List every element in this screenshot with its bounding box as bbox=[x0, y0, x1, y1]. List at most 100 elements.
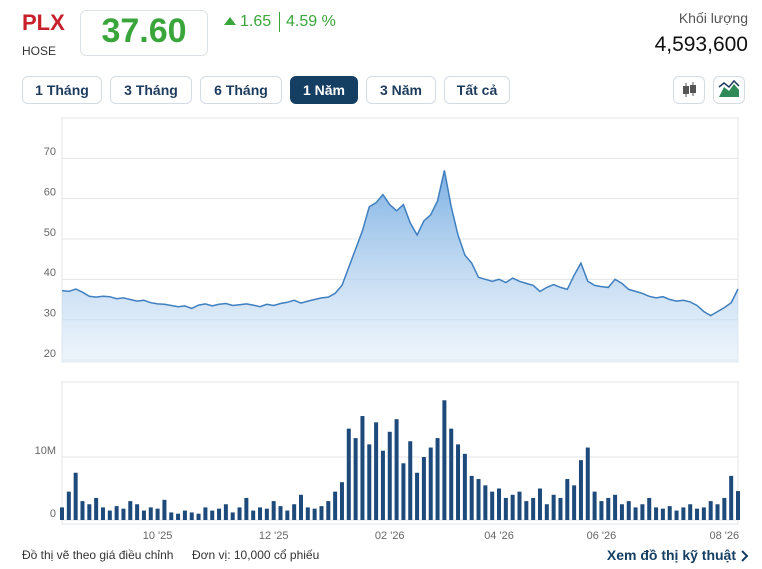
volume-bar bbox=[592, 491, 597, 520]
up-arrow bbox=[224, 17, 236, 25]
volume-bar bbox=[360, 416, 365, 520]
volume-bar bbox=[326, 501, 331, 520]
volume-bar bbox=[510, 494, 515, 520]
volume-bar bbox=[312, 508, 317, 520]
y-tick-label: 70 bbox=[44, 146, 56, 158]
volume-bar bbox=[442, 400, 447, 520]
volume-bar bbox=[428, 447, 433, 520]
volume-label: Khối lượng bbox=[678, 10, 748, 26]
volume-bar bbox=[613, 494, 618, 520]
volume-bar bbox=[319, 506, 324, 520]
range-tab[interactable]: 3 Năm bbox=[366, 76, 436, 104]
volume-bar bbox=[462, 453, 467, 520]
volume-bar bbox=[565, 479, 570, 520]
volume-bar bbox=[230, 512, 235, 520]
footer-unit: Đơn vị: 10,000 cổ phiếu bbox=[192, 548, 320, 562]
volume-bar bbox=[100, 507, 105, 520]
volume-bar bbox=[551, 494, 556, 520]
volume-bar bbox=[558, 497, 563, 520]
volume-bar bbox=[135, 504, 140, 520]
volume-bar bbox=[285, 510, 290, 520]
volume-bar bbox=[476, 479, 481, 520]
volume-bar bbox=[305, 507, 310, 520]
volume-bar bbox=[237, 507, 242, 520]
range-tab[interactable]: 3 Tháng bbox=[110, 76, 192, 104]
volume-bar bbox=[572, 485, 577, 520]
y-tick-label: 50 bbox=[44, 227, 56, 239]
volume-bar bbox=[490, 491, 495, 520]
y-tick-label: 60 bbox=[44, 187, 56, 199]
volume-bar bbox=[264, 508, 269, 520]
y-tick-label: 20 bbox=[44, 348, 56, 360]
volume-bar bbox=[619, 504, 624, 520]
volume-bar bbox=[537, 488, 542, 520]
volume-bar bbox=[469, 475, 474, 520]
volume-bar bbox=[155, 508, 160, 520]
tech-chart-link[interactable]: Xem đồ thị kỹ thuật bbox=[606, 547, 736, 563]
y-tick-label: 30 bbox=[44, 308, 56, 320]
volume-bar bbox=[435, 438, 440, 520]
volume-bar bbox=[715, 504, 720, 520]
volume-bar bbox=[189, 512, 194, 520]
volume-bar bbox=[244, 497, 249, 520]
price: 37.60 bbox=[101, 12, 187, 50]
volume-bar bbox=[94, 497, 99, 520]
y-tick-label: 40 bbox=[44, 267, 56, 279]
change-pct: 4.59 % bbox=[286, 13, 336, 30]
volume-bar bbox=[421, 456, 426, 520]
volume-bar bbox=[353, 438, 358, 520]
range-tab[interactable]: 6 Tháng bbox=[200, 76, 282, 104]
volume-bar bbox=[169, 512, 174, 520]
volume-bar bbox=[408, 441, 413, 520]
exchange: HOSE bbox=[22, 44, 57, 58]
volume-bar bbox=[176, 513, 181, 520]
volume-bar bbox=[298, 494, 303, 520]
volume-bar bbox=[380, 450, 385, 520]
volume-bar bbox=[531, 497, 536, 520]
volume-bar bbox=[401, 463, 406, 520]
volume-bar bbox=[701, 507, 706, 520]
volume-bar bbox=[456, 444, 461, 520]
volume-bar bbox=[695, 508, 700, 520]
volume-bar bbox=[640, 504, 645, 520]
x-tick-label: 12 '25 bbox=[259, 530, 289, 542]
footer-note: Đồ thị vẽ theo giá điều chỉnh bbox=[22, 548, 174, 562]
volume-bar bbox=[367, 444, 372, 520]
volume-bar bbox=[162, 499, 167, 520]
volume-bar bbox=[544, 504, 549, 520]
volume-bar bbox=[223, 504, 228, 520]
volume-bar bbox=[483, 485, 488, 520]
candle-icon bbox=[683, 82, 696, 97]
range-tab[interactable]: 1 Tháng bbox=[22, 76, 102, 104]
x-tick-label: 06 '26 bbox=[587, 530, 617, 542]
candle-button[interactable] bbox=[673, 76, 705, 104]
range-tab[interactable]: 1 Năm bbox=[290, 76, 358, 104]
volume-bar bbox=[121, 508, 126, 520]
volume-bar bbox=[258, 507, 263, 520]
volume-bar bbox=[654, 507, 659, 520]
x-tick-label: 10 '25 bbox=[143, 530, 173, 542]
volume-bar bbox=[182, 510, 187, 520]
volume-bar bbox=[606, 497, 611, 520]
change: 1.65 bbox=[240, 13, 272, 30]
x-tick-label: 08 '26 bbox=[710, 530, 740, 542]
volume-bar bbox=[73, 472, 78, 520]
volume-bar bbox=[60, 507, 64, 520]
volume-bar bbox=[251, 510, 256, 520]
x-tick-label: 02 '26 bbox=[375, 530, 405, 542]
volume-bar bbox=[374, 422, 379, 520]
volume-bar bbox=[141, 510, 146, 520]
volume-bar bbox=[128, 501, 133, 520]
volume-bar bbox=[346, 428, 351, 520]
volume-bar bbox=[339, 482, 344, 520]
area-button[interactable] bbox=[713, 76, 745, 104]
volume-bar bbox=[80, 501, 85, 520]
volume-bar bbox=[114, 506, 119, 520]
link-arrow bbox=[741, 550, 749, 562]
range-tab[interactable]: Tất cả bbox=[444, 76, 510, 104]
y-tick-label: 10M bbox=[35, 445, 56, 457]
volume-bar bbox=[633, 507, 638, 520]
volume-bar bbox=[688, 504, 693, 520]
